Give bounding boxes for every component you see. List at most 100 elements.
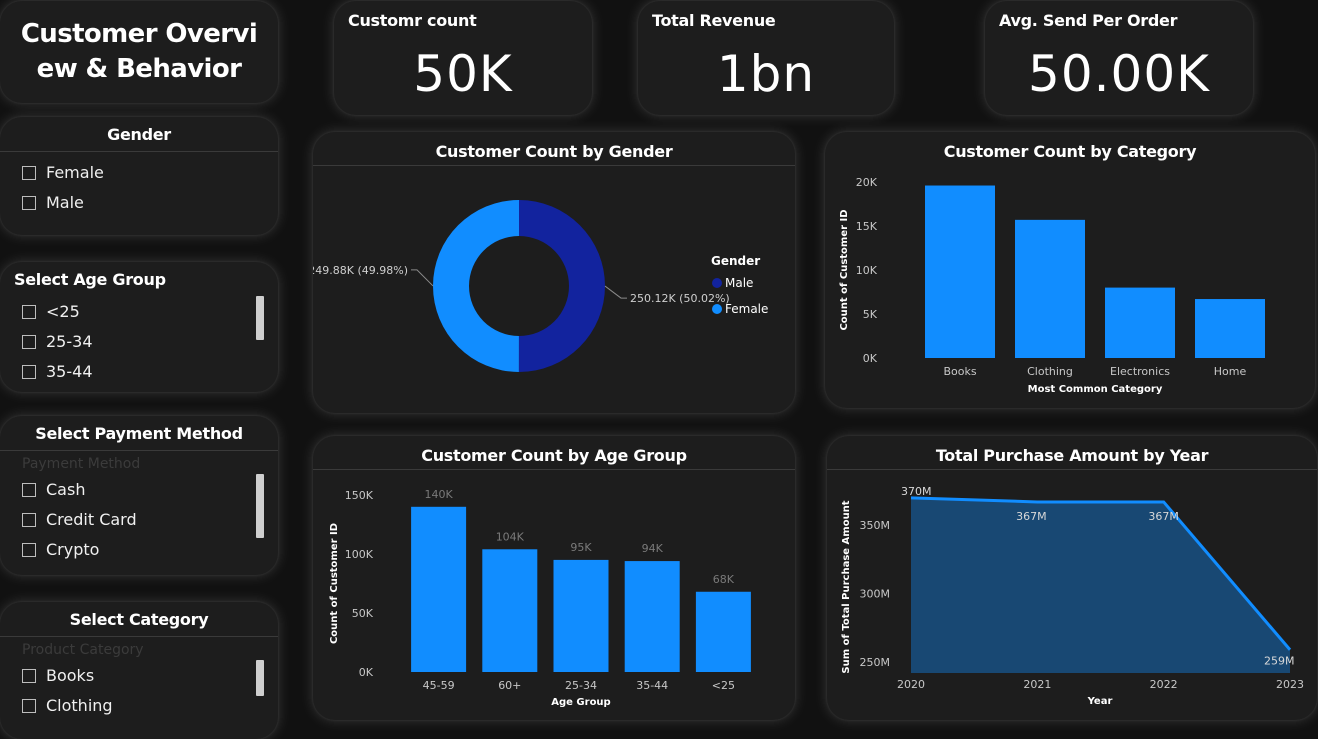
divider <box>0 636 278 637</box>
divider <box>0 151 278 152</box>
checkbox[interactable] <box>22 165 36 180</box>
year-area-chart: 250M 300M 350M 2020 2021 2022 2023 370M 367M 367M… <box>841 485 1304 707</box>
bar-books <box>925 185 995 358</box>
kpi-value: 50K <box>413 45 513 103</box>
option-label: 35-44 <box>46 362 93 381</box>
bar-35-44 <box>624 561 680 672</box>
x-axis-title: Age Group <box>551 697 610 708</box>
age-group-slicer: Select Age Group <25 25-34 35-44 <box>0 262 278 392</box>
slicer-title: Select Age Group <box>14 270 166 289</box>
scrollbar[interactable] <box>256 474 264 538</box>
data-label-45-59: 140K <box>424 488 453 501</box>
y-tick-label: 0K <box>863 352 878 365</box>
option-label: Female <box>46 163 104 182</box>
chart-title: Customer Count by Gender <box>435 142 673 161</box>
kpi-value: 1bn <box>716 45 816 103</box>
checkbox[interactable] <box>22 668 36 683</box>
slicer-option-books[interactable]: Books <box>22 666 94 685</box>
slicer-option-35-44[interactable]: 35-44 <box>22 362 93 381</box>
checkbox[interactable] <box>22 512 36 527</box>
checkbox[interactable] <box>22 195 36 210</box>
checkbox[interactable] <box>22 364 36 379</box>
y-axis-title: Count of Customer ID <box>329 523 340 644</box>
x-tick-label: 2023 <box>1276 678 1304 691</box>
scrollbar[interactable] <box>256 660 264 696</box>
slicer-option-under-25[interactable]: <25 <box>22 302 80 321</box>
data-label-2023: 259M <box>1264 655 1295 668</box>
option-label: Crypto <box>46 540 100 559</box>
bar-home <box>1195 299 1265 358</box>
x-tick-label: Clothing <box>1027 365 1073 378</box>
gender-slicer: Gender Female Male <box>0 117 278 235</box>
y-axis-title: Count of Customer ID <box>839 209 850 330</box>
y-tick-label: 100K <box>345 548 374 561</box>
chart-title: Customer Count by Age Group <box>421 446 687 465</box>
slicer-option-clothing[interactable]: Clothing <box>22 696 113 715</box>
slicer-title: Gender <box>107 125 171 144</box>
dashboard-title: Customer Overview & Behavior <box>20 19 258 84</box>
x-tick-label: Books <box>943 365 976 378</box>
data-label-60: 104K <box>496 530 525 543</box>
checkbox[interactable] <box>22 482 36 497</box>
slicer-option-credit-card[interactable]: Credit Card <box>22 510 137 529</box>
legend-title: Gender <box>711 254 760 268</box>
data-label-25: 68K <box>713 573 735 586</box>
legend-marker-female <box>712 304 722 314</box>
y-tick-label: 15K <box>856 220 878 233</box>
gender-donut-card: Customer Count by Gender 250.12K (50.02%… <box>313 132 795 413</box>
slicer-title: Select Category <box>69 610 209 629</box>
x-tick-label: <25 <box>712 679 735 692</box>
option-label: Books <box>46 666 95 685</box>
slicer-option-cash[interactable]: Cash <box>22 480 85 499</box>
kpi-card-total-revenue: Total Revenue 1bn <box>638 1 894 115</box>
leader-line <box>604 285 627 299</box>
kpi-card-customer-count: Customr count 50K <box>334 1 592 115</box>
y-tick-label: 20K <box>856 176 878 189</box>
data-label-2020: 370M <box>901 485 932 498</box>
x-tick-label: 25-34 <box>565 679 597 692</box>
scrollbar[interactable] <box>256 296 264 340</box>
y-axis-title: Sum of Total Purchase Amount <box>841 500 852 673</box>
y-tick-label: 350M <box>860 519 891 532</box>
data-label-2022: 367M <box>1148 510 1179 523</box>
data-label-35-44: 94K <box>642 542 664 555</box>
dashboard-title-card: Customer Overview & Behavior <box>0 1 278 103</box>
divider <box>313 165 795 166</box>
bar-25-34 <box>553 559 609 672</box>
slicer-option-male[interactable]: Male <box>22 193 84 212</box>
checkbox[interactable] <box>22 334 36 349</box>
slicer-option-25-34[interactable]: 25-34 <box>22 332 93 351</box>
slicer-option-female[interactable]: Female <box>22 163 104 182</box>
donut-slice-male <box>518 200 605 372</box>
legend-marker-male <box>712 278 722 288</box>
category-slicer: Select Category Product Category Books C… <box>0 602 278 739</box>
x-tick-label: 35-44 <box>636 679 668 692</box>
series-line <box>910 496 1292 651</box>
y-tick-label: 50K <box>352 607 374 620</box>
age-bar-card: Customer Count by Age Group 0K 50K 100K 150… <box>313 436 795 720</box>
x-tick-label: 2021 <box>1023 678 1051 691</box>
divider <box>313 469 795 470</box>
option-label: <25 <box>46 302 80 321</box>
slicer-option-crypto[interactable]: Crypto <box>22 540 99 559</box>
year-area-card: Total Purchase Amount by Year 250M 300M 35… <box>827 436 1317 720</box>
y-tick-label: 0K <box>359 666 374 679</box>
slicer-title: Select Payment Method <box>35 424 243 443</box>
chart-title: Customer Count by Category <box>943 142 1197 161</box>
x-tick-label: Home <box>1214 365 1247 378</box>
kpi-card-avg-spend: Avg. Send Per Order 50.00K <box>985 1 1253 115</box>
bar-25 <box>695 591 751 672</box>
x-tick-label: 45-59 <box>423 679 455 692</box>
checkbox[interactable] <box>22 304 36 319</box>
option-label: Credit Card <box>46 510 137 529</box>
kpi-label: Customr count <box>348 11 477 30</box>
area-fill <box>911 497 1290 673</box>
x-axis-title: Year <box>1087 696 1113 707</box>
gender-donut-chart: 250.12K (50.02%) 249.88K (49.98%) Gender Ma… <box>313 200 768 372</box>
data-label-2021: 367M <box>1016 510 1047 523</box>
option-label: 25-34 <box>46 332 93 351</box>
bar-60 <box>482 549 538 672</box>
age-bar-chart: 0K 50K 100K 150K 45-59 140K 60+ 104K 25-34 95K 35-… <box>329 488 751 708</box>
checkbox[interactable] <box>22 698 36 713</box>
checkbox[interactable] <box>22 542 36 557</box>
